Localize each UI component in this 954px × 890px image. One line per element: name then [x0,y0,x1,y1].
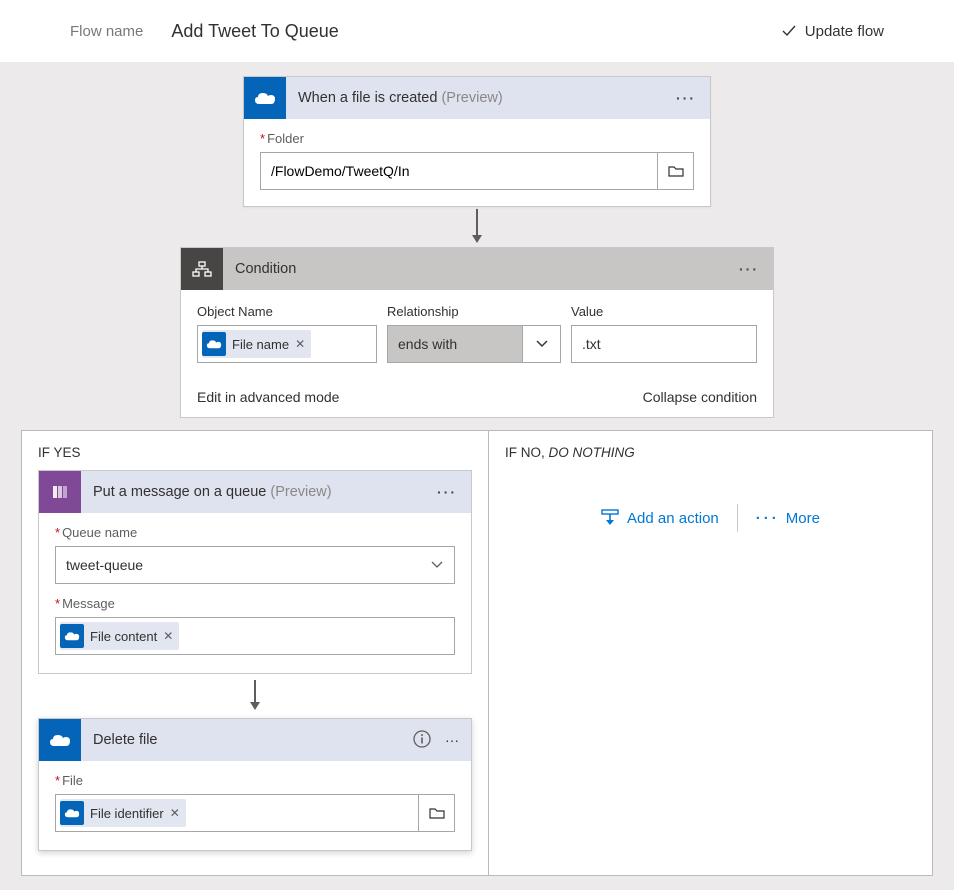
file-label: *File [55,773,455,788]
put-message-card: Put a message on a queue (Preview) ··· *… [38,470,472,674]
relationship-label: Relationship [387,304,561,319]
queue-name-label: *Queue name [55,525,455,540]
trigger-card: When a file is created (Preview) ··· *Fo… [243,76,711,207]
object-name-label: Object Name [197,304,377,319]
condition-title: Condition [223,261,737,277]
put-message-title: Put a message on a queue (Preview) [81,484,435,500]
if-yes-branch: IF YES Put a message on a queue (Preview… [22,431,488,875]
update-flow-label: Update flow [805,23,884,40]
if-no-label: IF NO, DO NOTHING [505,445,916,460]
add-action-icon [601,509,619,527]
put-message-menu-button[interactable]: ··· [435,480,459,504]
trigger-title: When a file is created (Preview) [286,90,674,106]
delete-file-title: Delete file [81,732,413,748]
more-dots-icon: ··· [756,510,780,527]
page-header: Flow name Add Tweet To Queue Update flow [0,0,954,62]
onedrive-icon [60,624,84,648]
queue-name-select[interactable]: tweet-queue [55,546,455,584]
file-identifier-token[interactable]: File identifier ✕ [60,799,186,827]
token-remove-icon[interactable]: ✕ [163,629,173,643]
more-button[interactable]: ··· More [738,510,838,527]
file-picker-button[interactable] [418,795,454,831]
folder-input-row [260,152,694,190]
onedrive-icon [60,801,84,825]
delete-file-header[interactable]: Delete file ··· [39,719,471,761]
flow-name-label: Flow name [70,23,143,40]
token-remove-icon[interactable]: ✕ [170,806,180,820]
folder-icon [429,806,445,820]
if-no-branch: IF NO, DO NOTHING Add an action ··· More [488,431,932,875]
edit-advanced-link[interactable]: Edit in advanced mode [197,389,339,405]
folder-input[interactable] [261,163,657,179]
delete-file-menu-button[interactable]: ··· [445,732,459,748]
connector-arrow [248,678,262,714]
check-icon [781,23,797,39]
condition-branches: IF YES Put a message on a queue (Preview… [21,430,933,876]
condition-card: Condition ··· Object Name File name ✕ [180,247,774,418]
onedrive-icon [244,77,286,119]
if-yes-label: IF YES [38,445,472,460]
queue-icon [39,471,81,513]
delete-file-card: Delete file ··· *File [38,718,472,851]
collapse-condition-link[interactable]: Collapse condition [643,389,757,405]
chevron-down-icon[interactable] [522,326,560,362]
value-input[interactable]: .txt [571,325,757,363]
update-flow-button[interactable]: Update flow [781,23,884,40]
trigger-header[interactable]: When a file is created (Preview) ··· [244,77,710,119]
folder-picker-button[interactable] [657,153,693,189]
condition-menu-button[interactable]: ··· [737,257,761,281]
relationship-select[interactable]: ends with [387,325,561,363]
trigger-menu-button[interactable]: ··· [674,86,698,110]
file-content-token[interactable]: File content ✕ [60,622,179,650]
chevron-down-icon[interactable] [420,547,454,583]
file-input-row: File identifier ✕ [55,794,455,832]
object-name-input[interactable]: File name ✕ [197,325,377,363]
value-label: Value [571,304,757,319]
preview-tag: (Preview) [441,90,502,106]
info-icon[interactable] [413,730,431,751]
connector-arrow [470,207,484,247]
put-message-header[interactable]: Put a message on a queue (Preview) ··· [39,471,471,513]
condition-icon [181,248,223,290]
message-label: *Message [55,596,455,611]
folder-icon [668,164,684,178]
flow-title: Add Tweet To Queue [171,21,780,42]
add-action-button[interactable]: Add an action [583,504,737,532]
token-remove-icon[interactable]: ✕ [295,337,305,351]
canvas: When a file is created (Preview) ··· *Fo… [0,62,954,890]
condition-header[interactable]: Condition ··· [181,248,773,290]
onedrive-icon [39,719,81,761]
folder-label: *Folder [260,131,694,146]
onedrive-icon [202,332,226,356]
file-name-token[interactable]: File name ✕ [202,330,311,358]
message-input[interactable]: File content ✕ [55,617,455,655]
